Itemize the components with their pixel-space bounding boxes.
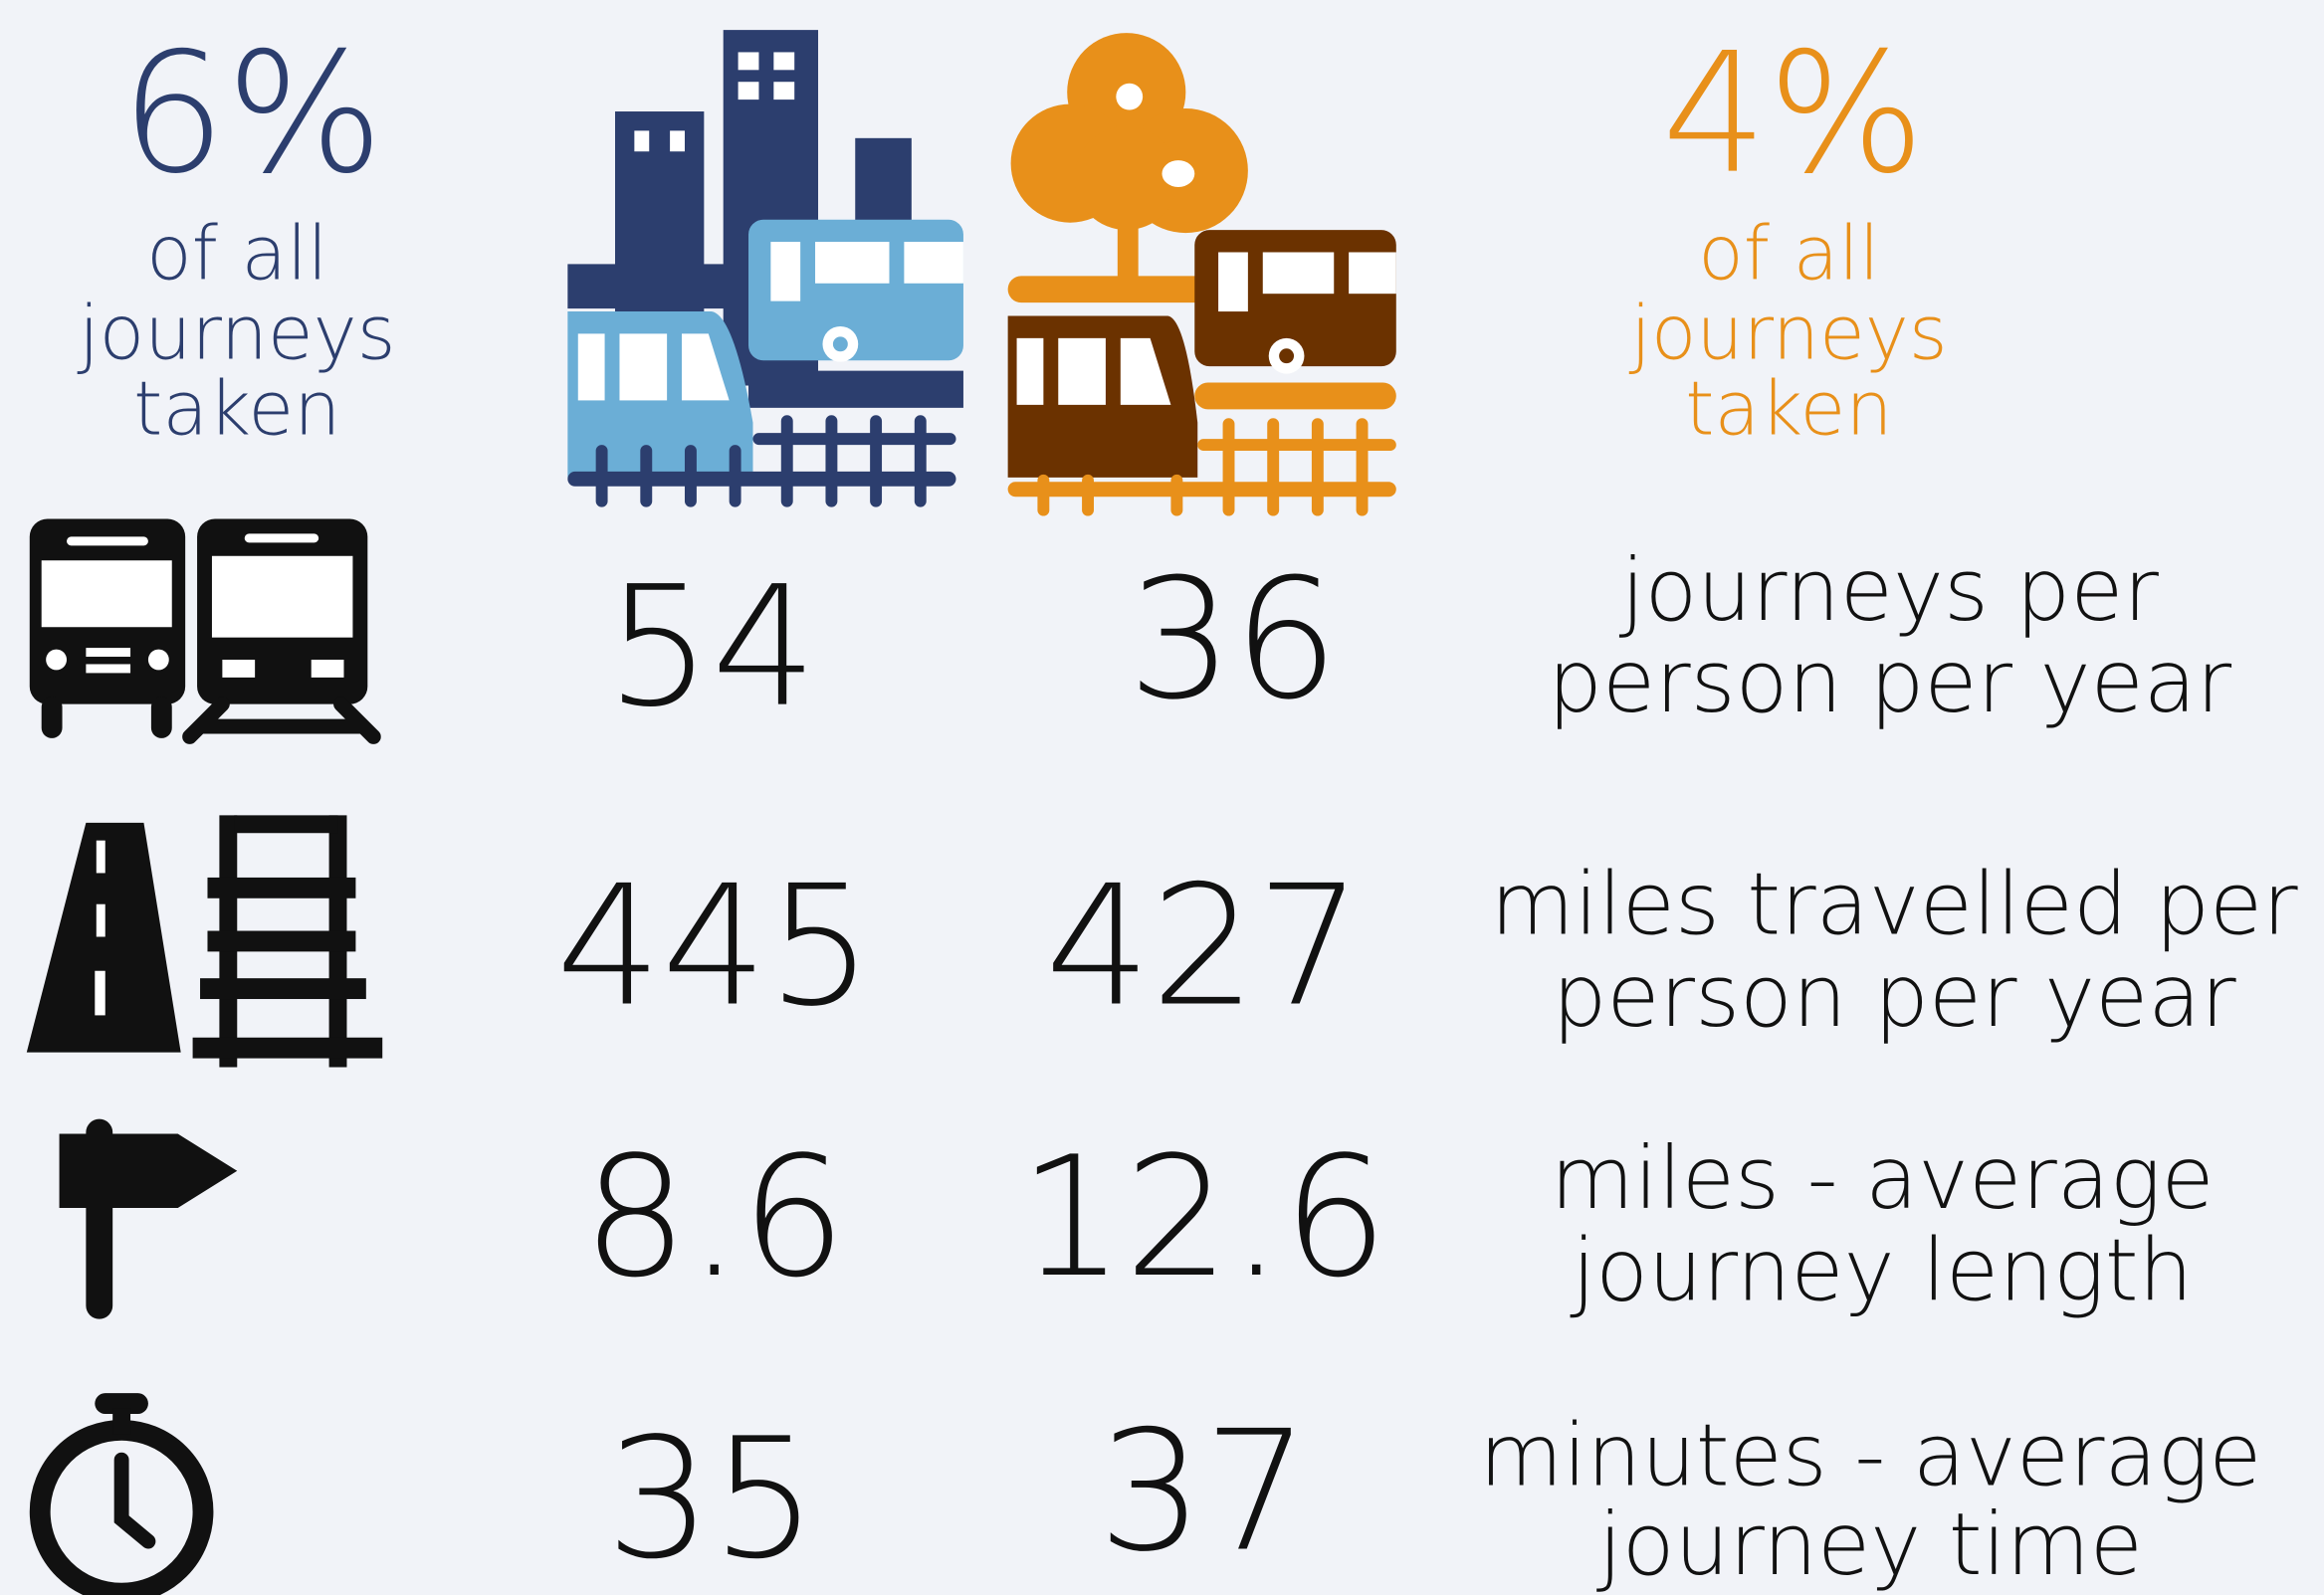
icon-part: [86, 648, 130, 657]
row-label: journeys per: [1618, 541, 2159, 641]
icon-part: [773, 52, 794, 70]
icon-part: [97, 841, 106, 874]
icon-part: [904, 242, 963, 284]
rural-caption: of all: [1698, 210, 1879, 297]
icon-part: [67, 536, 148, 545]
icon-part: [634, 130, 649, 151]
icon-part: [730, 445, 741, 507]
rural-caption: journeys: [1628, 291, 1948, 377]
rural-value: 12.6: [1019, 1121, 1388, 1314]
icon-part: [112, 1408, 130, 1435]
urban-caption: of all: [146, 210, 327, 297]
row-label: person per year: [1553, 947, 2237, 1047]
icon-part: [773, 82, 794, 100]
icon-part: [739, 82, 759, 100]
icon-part: [748, 371, 963, 408]
icon-part: [1017, 338, 1044, 405]
icon-part: [1218, 252, 1248, 311]
icon-part: [739, 52, 759, 70]
icon-part: [212, 556, 352, 638]
icon-part: [685, 445, 697, 507]
icon-part: [222, 660, 255, 678]
background: [0, 0, 2324, 1594]
icon-part: [1082, 475, 1094, 516]
icon-part: [1008, 482, 1396, 497]
rural-caption: taken: [1685, 366, 1892, 453]
icon-part: [567, 264, 760, 308]
icon-part: [42, 697, 63, 738]
icon-part: [207, 878, 355, 898]
rural-value: 37: [1098, 1396, 1309, 1589]
infographic: 6% of all journeys taken 4% of all journ…: [0, 0, 2324, 1595]
icon-part: [245, 533, 318, 542]
icon-part: [1357, 418, 1369, 515]
icon-part: [148, 650, 169, 671]
urban-value: 54: [606, 551, 817, 744]
icon-part: [825, 415, 837, 506]
icon-part: [1312, 418, 1324, 515]
icon-part: [640, 445, 652, 507]
rural-value: 36: [1128, 543, 1339, 736]
icon-part: [567, 472, 955, 487]
icon-part: [1037, 475, 1049, 516]
row-label: minutes - average: [1479, 1406, 2261, 1505]
rural-value: 427: [1045, 850, 1362, 1043]
icon-part: [312, 660, 344, 678]
icon-part: [770, 242, 800, 301]
icon-part: [1194, 383, 1396, 410]
icon-part: [1058, 338, 1106, 405]
icon-part: [1223, 418, 1235, 515]
row-label: person per year: [1548, 633, 2232, 732]
icon-part: [207, 931, 355, 952]
icon-part: [1008, 276, 1215, 302]
icon-part: [1116, 84, 1143, 110]
icon-part: [578, 333, 605, 400]
urban-share: 6%: [120, 18, 384, 211]
icon-part: [619, 333, 667, 400]
icon-part: [670, 130, 685, 151]
icon-part: [1267, 418, 1279, 515]
urban-value: 8.6: [582, 1121, 846, 1314]
urban-value: 445: [556, 850, 873, 1043]
icon-part: [1263, 252, 1334, 294]
icon-part: [596, 445, 608, 507]
icon-part: [855, 138, 912, 227]
icon-part: [1162, 160, 1195, 187]
icon-part: [95, 841, 105, 1016]
rural-share: 4%: [1662, 18, 1926, 211]
icon-part: [42, 560, 172, 627]
icon-part: [815, 242, 889, 284]
icon-part: [193, 1038, 383, 1059]
row-label: journey length: [1570, 1221, 2193, 1320]
icon-part: [1349, 252, 1396, 294]
icon-part: [97, 904, 106, 937]
row-label: miles travelled per: [1491, 856, 2299, 955]
icon-part: [234, 815, 337, 833]
icon-part: [870, 415, 882, 506]
icon-part: [781, 415, 793, 506]
urban-caption: journeys: [77, 291, 396, 377]
row-label: miles - average: [1551, 1129, 2215, 1229]
urban-value: 35: [606, 1403, 817, 1595]
icon-part: [1279, 348, 1294, 363]
icon-part: [46, 650, 67, 671]
icon-part: [1170, 475, 1182, 516]
icon-part: [86, 664, 130, 673]
icon-part: [151, 697, 172, 738]
icon-part: [833, 336, 848, 351]
row-label: journey time: [1596, 1495, 2143, 1595]
urban-caption: taken: [133, 366, 340, 453]
icon-part: [200, 978, 366, 999]
icon-part: [915, 415, 927, 506]
icon-part: [95, 971, 105, 1016]
